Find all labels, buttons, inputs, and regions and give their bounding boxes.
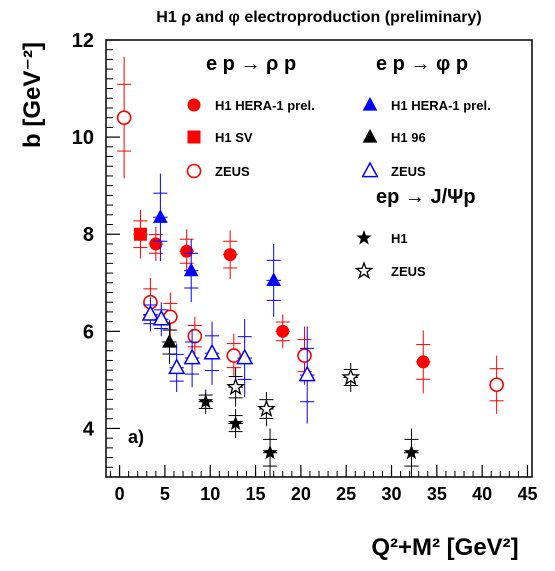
x-tick-label: 10 [200, 484, 220, 504]
legend-title-phi: e p → φ p [376, 53, 468, 75]
legend-label-h1-sv: H1 SV [215, 130, 253, 145]
series-5 [141, 297, 316, 424]
data-point [133, 227, 147, 241]
data-point [141, 304, 160, 321]
data-point [298, 365, 316, 382]
series-1 [133, 209, 148, 259]
data-point [266, 272, 282, 286]
x-tick-label: 25 [336, 484, 356, 504]
data-point [198, 393, 214, 409]
data-point [183, 262, 199, 277]
legend: e p → ρ p e p → φ p ep → J/Ψp H1 HERA-1 … [186, 53, 491, 280]
x-tick-label: 30 [381, 484, 401, 504]
data-point [226, 348, 242, 363]
x-tick-label: 45 [517, 484, 537, 504]
data-point [180, 244, 194, 258]
y-tick-label: 10 [72, 127, 94, 149]
series-0 [148, 226, 431, 394]
data-point [162, 334, 177, 348]
data-point [489, 377, 504, 393]
data-point [183, 348, 201, 365]
series-7 [226, 362, 361, 427]
data-point [262, 444, 278, 460]
data-point [416, 355, 430, 369]
legend-label-h1-96: H1 96 [391, 130, 426, 145]
x-axis-label: Q²+M² [GeV²] [371, 534, 518, 561]
legend-label-h1-hera1-rho: H1 HERA-1 prel. [215, 98, 315, 113]
data-point [203, 343, 221, 360]
x-tick-label: 40 [472, 484, 492, 504]
x-tick-label: 35 [427, 484, 447, 504]
series-4 [162, 320, 177, 364]
data-point [228, 415, 244, 431]
x-tick-label: 15 [246, 484, 266, 504]
chart-title: H1 ρ and φ electroproduction (preliminar… [156, 9, 481, 26]
legend-label-h1-hera1-phi: H1 HERA-1 prel. [391, 98, 491, 113]
legend-marker-4 [362, 129, 378, 143]
data-point [168, 358, 186, 375]
y-tick-label: 6 [83, 321, 94, 343]
legend-markers [186, 97, 379, 280]
data-point [236, 348, 254, 365]
legend-title-rho: e p → ρ p [206, 53, 296, 75]
x-tick-label: 0 [115, 484, 125, 504]
y-tick-label: 4 [83, 418, 95, 440]
y-axis-label: b [GeV⁻²] [19, 42, 46, 148]
data-point [276, 324, 290, 338]
data-point [257, 399, 276, 418]
axis-ticks: 0 5 10 15 20 25 30 35 40 45 4 6 8 10 12 [72, 30, 538, 504]
panel-label: a) [128, 427, 144, 447]
legend-label-h1-jpsi: H1 [391, 231, 408, 246]
legend-label-zeus-jpsi: ZEUS [391, 264, 426, 279]
data-point [152, 309, 170, 326]
legend-label-zeus-rho: ZEUS [215, 164, 250, 179]
legend-marker-6 [356, 230, 372, 245]
data-point [149, 237, 163, 251]
legend-marker-2 [186, 163, 202, 179]
data-point [223, 248, 237, 262]
legend-marker-3 [362, 97, 378, 111]
data-point [153, 209, 168, 223]
series-3 [153, 173, 282, 317]
data-points [116, 56, 504, 477]
x-tick-label: 5 [160, 484, 170, 504]
data-point [226, 377, 246, 396]
data-point [187, 328, 203, 344]
y-tick-label: 12 [72, 30, 94, 52]
data-point [116, 110, 132, 125]
legend-marker-5 [361, 161, 379, 178]
data-point [341, 367, 361, 386]
y-tick-label: 8 [83, 224, 94, 246]
legend-marker-7 [354, 261, 374, 280]
series-6 [198, 389, 420, 477]
x-tick-label: 20 [291, 484, 311, 504]
data-point [297, 348, 312, 363]
legend-marker-0 [187, 98, 201, 112]
legend-title-jpsi: ep → J/Ψp [376, 186, 476, 208]
legend-marker-1 [187, 130, 201, 144]
legend-label-zeus-phi: ZEUS [391, 164, 426, 179]
data-point [403, 444, 420, 460]
